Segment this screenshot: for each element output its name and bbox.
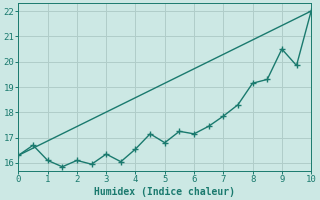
X-axis label: Humidex (Indice chaleur): Humidex (Indice chaleur) — [94, 186, 235, 197]
